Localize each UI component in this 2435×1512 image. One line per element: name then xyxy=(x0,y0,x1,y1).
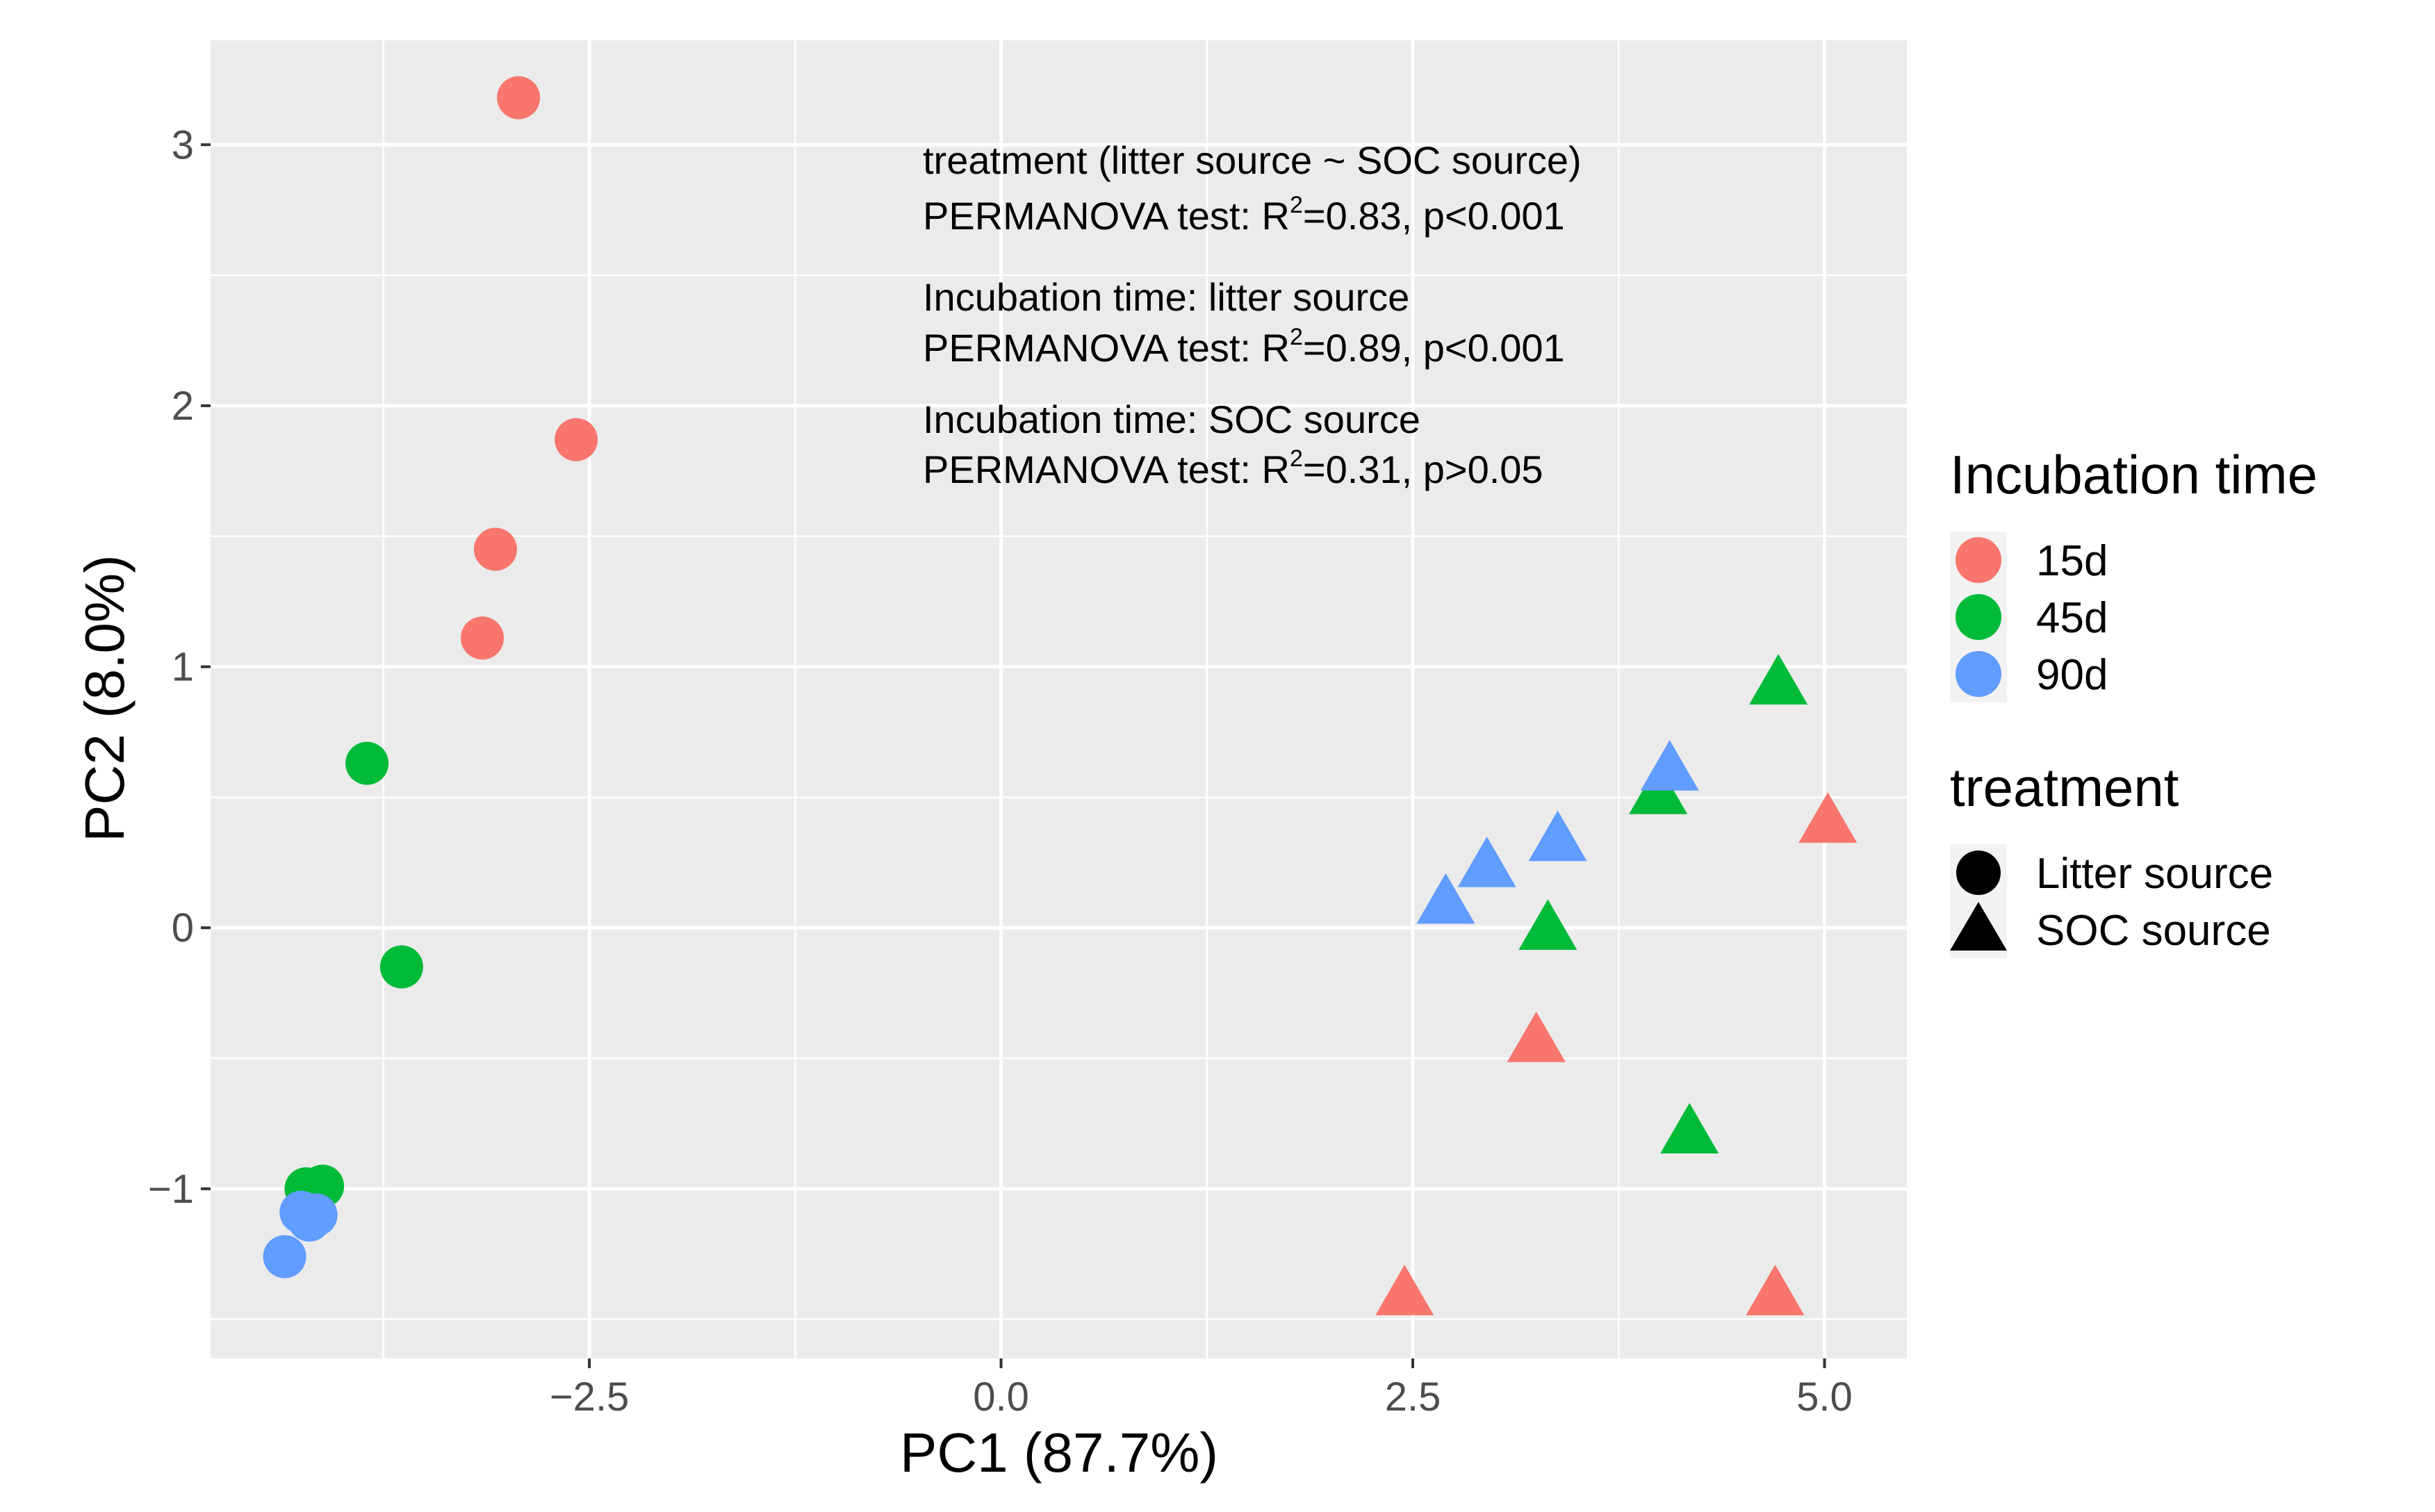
x-tick-label: 5.0 xyxy=(1796,1374,1853,1420)
point-circle xyxy=(379,945,423,989)
annotation-line-4: PERMANOVA test: R2=0.89, p<0.001 xyxy=(923,324,1565,370)
point-triangle xyxy=(1749,654,1808,705)
annotation-line-1: treatment (litter source ~ SOC source) xyxy=(923,138,1582,182)
x-tick-label: −2.5 xyxy=(550,1374,630,1420)
point-circle xyxy=(497,76,541,120)
grid-major xyxy=(211,40,1907,1358)
point-circle xyxy=(461,616,505,660)
legend-key-15d xyxy=(1956,537,2001,583)
y-tick-label: 2 xyxy=(172,384,194,429)
annotation-line-3: Incubation time: litter source xyxy=(923,275,1409,319)
point-circle xyxy=(263,1235,306,1279)
point-triangle xyxy=(1375,1265,1434,1315)
point-circle xyxy=(288,1198,331,1242)
y-tick-label: 0 xyxy=(172,905,194,951)
point-circle xyxy=(473,527,517,571)
y-tick-label: 3 xyxy=(172,122,194,167)
legend-color-title: Incubation time xyxy=(1950,444,2318,505)
point-triangle xyxy=(1798,792,1858,843)
annotation-line-2: PERMANOVA test: R2=0.83, p<0.001 xyxy=(923,192,1565,238)
y-tick-label: −1 xyxy=(148,1167,194,1212)
legend-label-soc-source: SOC source xyxy=(2036,907,2271,955)
legend-label-90d: 90d xyxy=(2036,651,2108,699)
point-triangle xyxy=(1518,899,1577,950)
annotation-line-6: PERMANOVA test: R2=0.31, p>0.05 xyxy=(923,445,1543,491)
legend-shape-title: treatment xyxy=(1950,757,2179,818)
y-axis-title: PC2 (8.0%) xyxy=(74,554,136,841)
y-tick-label: 1 xyxy=(172,645,194,690)
point-triangle xyxy=(1746,1265,1805,1315)
axis-tick-labels: −2.5 0.0 2.5 5.0 −1 0 1 2 3 xyxy=(148,122,1853,1420)
point-triangle xyxy=(1457,837,1516,887)
point-triangle xyxy=(1640,740,1699,791)
legend-key-triangle xyxy=(1950,902,2007,951)
point-circle xyxy=(345,741,389,785)
x-axis-title: PC1 (87.7%) xyxy=(900,1422,1218,1484)
point-triangle xyxy=(1528,810,1587,862)
legend-label-15d: 15d xyxy=(2036,537,2108,585)
axis-ticks xyxy=(201,143,1826,1368)
legend: Incubation time 15d 45d 90d treatment Li… xyxy=(1950,444,2318,958)
data-points xyxy=(263,76,1858,1315)
x-tick-label: 0.0 xyxy=(973,1374,1029,1420)
legend-label-litter-source: Litter source xyxy=(2036,850,2273,898)
legend-label-45d: 45d xyxy=(2036,594,2108,642)
point-triangle xyxy=(1416,873,1475,924)
legend-key-circle xyxy=(1956,850,2001,895)
annotation-line-5: Incubation time: SOC source xyxy=(923,397,1420,441)
point-triangle xyxy=(1507,1011,1566,1062)
annotation-block: treatment (litter source ~ SOC source) P… xyxy=(923,138,1582,491)
plot-panel xyxy=(211,40,1907,1358)
point-triangle xyxy=(1660,1103,1719,1153)
legend-key-90d xyxy=(1956,651,2001,697)
legend-key-45d xyxy=(1956,594,2001,640)
x-tick-label: 2.5 xyxy=(1385,1374,1441,1420)
point-circle xyxy=(555,418,598,461)
